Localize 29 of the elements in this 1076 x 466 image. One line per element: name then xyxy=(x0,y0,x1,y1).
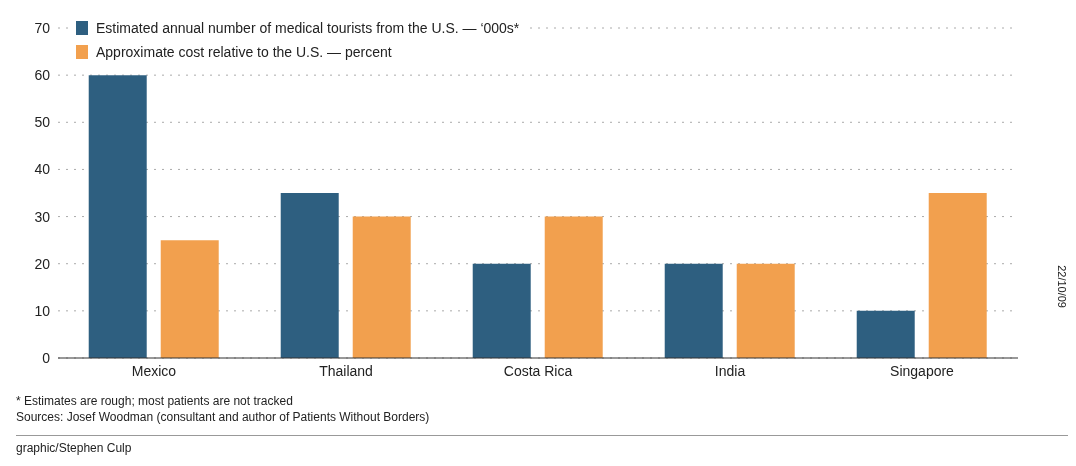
bar xyxy=(88,75,147,358)
y-tick-label: 30 xyxy=(34,208,51,225)
bar xyxy=(736,263,795,358)
text: 22/10/09 xyxy=(1056,265,1068,308)
y-tick-label: 20 xyxy=(34,255,51,272)
y-tick-label: 40 xyxy=(34,161,51,178)
bar xyxy=(928,193,987,358)
legend-label: Estimated annual number of medical tourists from the U.S. — ‘000s* xyxy=(96,19,520,38)
x-tick-label: Costa Rica xyxy=(503,362,573,379)
text: graphic/Stephen Culp xyxy=(16,435,1068,456)
x-tick-label: Mexico xyxy=(131,362,177,379)
bar xyxy=(664,263,723,358)
y-tick-label: 50 xyxy=(34,114,51,131)
bar xyxy=(472,263,531,358)
source-note: Sources: Josef Woodman (consultant and author of Patients Without Borders) xyxy=(16,409,431,425)
y-tick-label: 60 xyxy=(34,67,51,84)
x-tick-label: Thailand xyxy=(319,362,373,379)
x-tick-label: Singapore xyxy=(890,362,955,379)
y-tick-label: 0 xyxy=(42,349,51,366)
bar xyxy=(352,216,411,358)
y-tick-label: 10 xyxy=(34,302,51,319)
text: * Estimates are rough; most patients are not tracked xyxy=(16,393,294,409)
bar xyxy=(856,310,915,358)
bar xyxy=(160,240,219,358)
bar xyxy=(280,193,339,358)
y-tick-label: 70 xyxy=(34,19,51,36)
bar xyxy=(544,216,603,358)
x-tick-label: India xyxy=(714,362,746,379)
legend-label: Approximate cost relative to the U.S. — percent xyxy=(96,43,392,62)
